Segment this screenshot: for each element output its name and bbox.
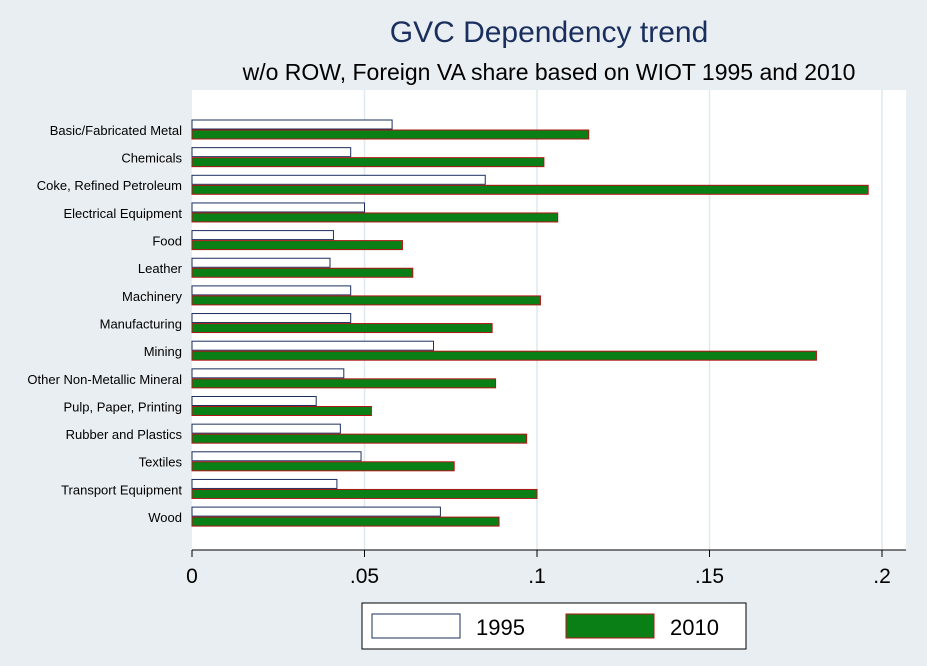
bar-1995 [191,340,434,351]
category-label: Electrical Equipment [64,206,183,221]
bar-1995 [191,202,365,213]
category-label: Other Non-Metallic Mineral [27,372,182,387]
bar-2010 [191,350,817,361]
bar-1995 [191,423,341,434]
bar-1995 [191,506,441,517]
category-label: Rubber and Plastics [66,427,183,442]
bar-1995 [191,313,352,324]
category-label: Pulp, Paper, Printing [63,399,182,414]
legend-label-1995: 1995 [476,615,525,640]
x-tick-label: .05 [350,565,379,588]
category-label: Basic/Fabricated Metal [50,123,182,138]
category-label: Machinery [122,289,182,304]
bar-1995 [191,257,331,268]
bar-1995 [191,230,334,241]
x-tick-label: 0 [186,565,198,588]
category-label: Coke, Refined Petroleum [37,178,182,193]
category-label: Manufacturing [100,316,182,331]
x-tick-label: .15 [695,565,724,588]
category-label: Mining [144,344,182,359]
bar-2010 [191,433,528,444]
legend-swatch-1995 [371,613,461,639]
category-label: Textiles [139,455,183,470]
bar-1995 [191,285,352,296]
legend-label-2010: 2010 [670,615,719,640]
bar-2010 [191,323,493,334]
chart-subtitle: w/o ROW, Foreign VA share based on WIOT … [242,59,856,85]
x-tick-label: .1 [528,565,546,588]
bar-2010 [191,212,559,223]
category-label: Wood [148,510,182,525]
category-label: Chemicals [121,151,182,166]
bar-1995 [191,478,338,489]
bar-2010 [191,461,455,472]
bar-2010 [191,406,372,416]
x-axis-ticks: 0 .05 .1 .15 .2 [186,550,891,588]
bar-1995 [191,368,345,379]
legend-swatch-2010 [565,613,655,639]
bar-1995 [191,147,352,158]
category-label: Leather [138,261,183,276]
bar-1995 [191,451,362,462]
bar-1995 [191,174,486,185]
category-labels: Basic/Fabricated Metal Chemicals Coke, Ref… [27,123,182,525]
bar-2010 [191,295,541,306]
bar-2010 [191,378,497,389]
category-label: Transport Equipment [61,482,182,497]
bar-2010 [191,157,545,168]
legend: 1995 2010 [361,602,747,650]
x-tick-label: .2 [873,565,891,588]
bars [191,119,869,527]
bar-2010 [191,129,590,140]
bar-2010 [191,240,403,251]
bar-2010 [191,184,869,195]
chart-title: GVC Dependency trend [390,16,709,49]
bar-1995 [191,119,393,130]
bar-2010 [191,267,414,278]
category-label: Food [152,234,182,249]
bar-2010 [191,516,500,527]
bar-2010 [191,488,538,499]
bar-1995 [191,396,317,406]
